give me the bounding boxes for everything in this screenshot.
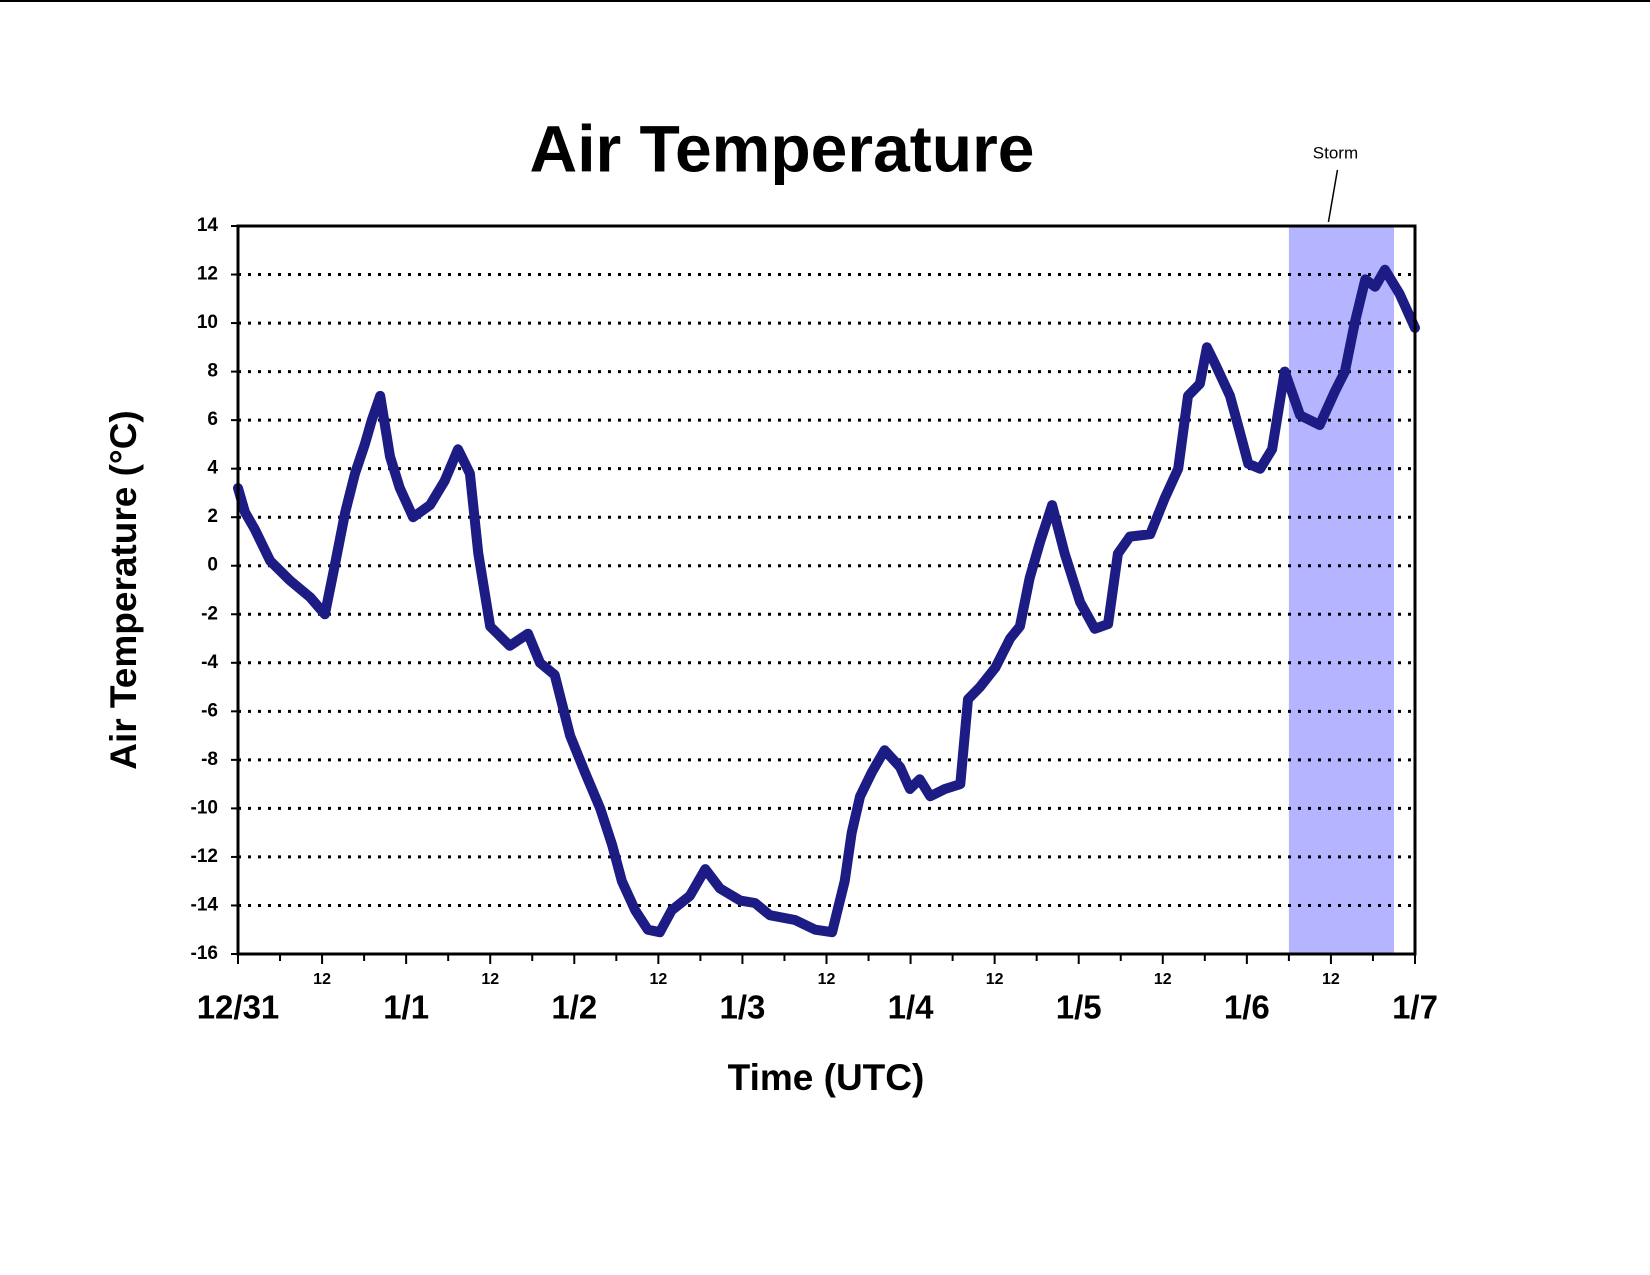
x-tick-label: 1/3 — [719, 989, 765, 1026]
x-tick-label: 1/5 — [1056, 989, 1102, 1026]
x-minor-label: 12 — [481, 971, 499, 988]
y-tick-label: 0 — [207, 555, 218, 576]
x-axis-label: Time (UTC) — [728, 1057, 925, 1098]
y-tick-label: 6 — [207, 409, 218, 430]
x-minor-label: 12 — [818, 971, 836, 988]
x-tick-label: 1/6 — [1224, 989, 1270, 1026]
y-tick-label: -4 — [201, 652, 218, 673]
x-tick-label: 1/4 — [888, 989, 935, 1026]
y-tick-label: 14 — [197, 215, 219, 236]
y-tick-label: 2 — [207, 506, 218, 527]
x-minor-label: 12 — [649, 971, 667, 988]
x-tick-label: 1/1 — [383, 989, 429, 1026]
x-tick-label: 1/2 — [551, 989, 597, 1026]
chart-title: Air Temperature — [530, 111, 1035, 185]
y-tick-label: 12 — [197, 264, 218, 285]
y-tick-label: -12 — [191, 846, 218, 867]
y-tick-label: 10 — [197, 312, 218, 333]
y-tick-label: -10 — [191, 797, 218, 818]
y-tick-label: 4 — [207, 458, 218, 479]
y-tick-label: 8 — [207, 361, 218, 382]
x-minor-label: 12 — [986, 971, 1004, 988]
y-axis-label: Air Temperature (°C) — [103, 410, 144, 770]
x-minor-label: 12 — [1154, 971, 1172, 988]
x-minor-label: 12 — [1322, 971, 1340, 988]
data-line — [233, 264, 1420, 938]
x-minor-label: 12 — [313, 971, 331, 988]
shaded-region — [1288, 226, 1394, 954]
x-tick-label: 12/31 — [197, 989, 280, 1026]
y-tick-label: -8 — [201, 749, 218, 770]
x-tick-label: 1/7 — [1392, 989, 1438, 1026]
annotation-leader — [1327, 169, 1339, 223]
y-tick-label: -2 — [201, 603, 218, 624]
annotation: Storm — [1313, 143, 1358, 162]
plot-frame — [236, 224, 1417, 956]
y-tick-label: -6 — [201, 700, 218, 721]
y-tick-label: -14 — [191, 894, 219, 915]
y-tick-label: -16 — [191, 943, 218, 964]
